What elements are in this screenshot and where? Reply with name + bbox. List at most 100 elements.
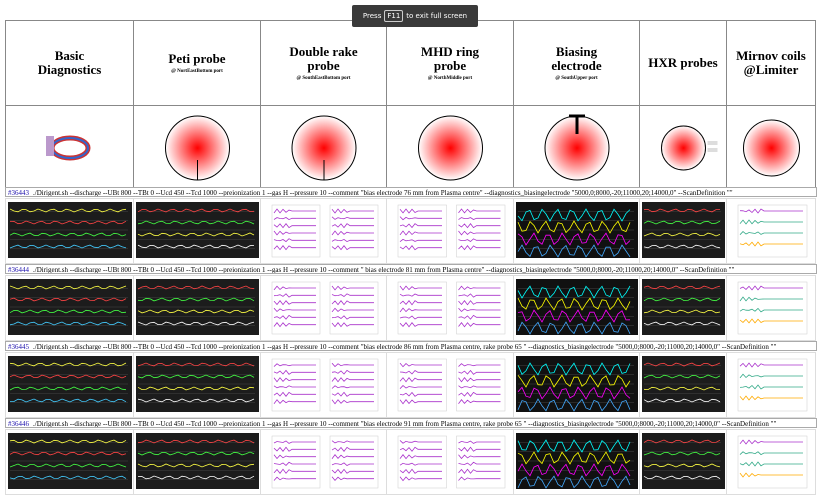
- shot-command: #36446 ./Dirigent.sh --discharge --UBt 80…: [5, 418, 817, 428]
- notice-key: F11: [384, 10, 404, 22]
- header-title: Peti probe: [168, 51, 226, 66]
- fullscreen-notice: Press F11 to exit full screen: [352, 5, 478, 27]
- thumbnail: [642, 356, 725, 412]
- thumbnail-cell: [386, 429, 514, 495]
- thumbnail-cell: [386, 198, 514, 264]
- diagram-cell: [639, 105, 727, 188]
- shot-command: #36445 ./Dirigent.sh --discharge --UBt 80…: [5, 341, 817, 351]
- thumbnail: [737, 204, 808, 258]
- thumbnail-cell: [726, 198, 816, 264]
- thumbnail: [397, 204, 506, 258]
- command-text: ./Dirigent.sh --discharge --UBt 800 --TB…: [33, 420, 777, 428]
- thumbnail-cell: [5, 275, 134, 341]
- thumbnail-cell: [133, 275, 261, 341]
- diagram: [544, 114, 610, 181]
- header-port: @ NortEastBottom port: [171, 69, 223, 74]
- thumbnail: [397, 435, 506, 489]
- diagram-cell: [726, 105, 816, 188]
- diagram: [46, 135, 91, 161]
- header-cell: Biasing electrode @ SouthUpper port: [513, 20, 640, 106]
- thumbnail: [516, 356, 638, 412]
- thumbnail: [136, 202, 259, 258]
- thumbnail-cell: [133, 198, 261, 264]
- thumbnail: [642, 279, 725, 335]
- shot-link[interactable]: #36444: [8, 266, 29, 274]
- thumbnail: [136, 433, 259, 489]
- command-text: ./Dirigent.sh --discharge --UBt 800 --TB…: [33, 266, 735, 274]
- thumbnail: [397, 281, 506, 335]
- thumbnail: [642, 433, 725, 489]
- thumbnail-cell: [513, 275, 640, 341]
- thumbnail: [136, 279, 259, 335]
- notice-suffix: to exit full screen: [406, 12, 468, 20]
- thumbnail: [271, 358, 379, 412]
- header-title: HXR probes: [648, 55, 718, 70]
- diagram-cell: [133, 105, 261, 188]
- thumbnail: [8, 202, 132, 258]
- thumbnail-cell: [726, 275, 816, 341]
- header-cell: Mirnov coils @Limiter: [726, 20, 816, 106]
- diagram: [291, 115, 357, 181]
- diagram-cell: [386, 105, 514, 188]
- header-cell: Peti probe @ NortEastBottom port: [133, 20, 261, 106]
- thumbnail-cell: [639, 352, 727, 418]
- thumbnail: [271, 281, 379, 335]
- thumbnail-cell: [133, 352, 261, 418]
- header-cell: Basic Diagnostics: [5, 20, 134, 106]
- thumbnail: [737, 358, 808, 412]
- thumbnail: [516, 202, 638, 258]
- thumbnail-cell: [639, 198, 727, 264]
- thumbnail-cell: [639, 275, 727, 341]
- thumbnail-cell: [513, 198, 640, 264]
- thumbnail-cell: [386, 352, 514, 418]
- thumbnail: [642, 202, 725, 258]
- header-cell: MHD ring probe @ NorthMiddle port: [386, 20, 514, 106]
- thumbnail-cell: [639, 429, 727, 495]
- header-cell: HXR probes: [639, 20, 727, 106]
- diagram: [165, 115, 230, 181]
- thumbnail-cell: [726, 352, 816, 418]
- thumbnail: [136, 356, 259, 412]
- thumbnail-cell: [5, 198, 134, 264]
- thumbnail: [8, 433, 132, 489]
- thumbnail-cell: [513, 429, 640, 495]
- thumbnail: [737, 281, 808, 335]
- notice-prefix: Press: [362, 12, 382, 20]
- header-title: Double rake probe: [289, 44, 358, 73]
- thumbnail: [516, 433, 638, 489]
- thumbnail: [516, 279, 638, 335]
- thumbnail: [397, 358, 506, 412]
- thumbnail-cell: [133, 429, 261, 495]
- thumbnail: [271, 435, 379, 489]
- diagram-cell: [5, 105, 134, 188]
- header-cell: Double rake probe @ SouthEastBottom port: [260, 20, 387, 106]
- thumbnail-cell: [513, 352, 640, 418]
- header-title: Mirnov coils @Limiter: [736, 48, 806, 77]
- diagram-cell: [513, 105, 640, 188]
- shot-command: #36443 ./Dirigent.sh --discharge --UBt 80…: [5, 187, 817, 197]
- thumbnail-cell: [386, 275, 514, 341]
- thumbnail-cell: [260, 429, 387, 495]
- thumbnail-cell: [260, 352, 387, 418]
- diagram: [418, 115, 483, 181]
- diagram-cell: [260, 105, 387, 188]
- header-port: @ NorthMiddle port: [427, 76, 473, 81]
- thumbnail-cell: [260, 198, 387, 264]
- header-title: Basic Diagnostics: [37, 48, 102, 77]
- thumbnail-cell: [5, 352, 134, 418]
- shot-link[interactable]: #36443: [8, 189, 29, 197]
- thumbnail-cell: [5, 429, 134, 495]
- header-title: MHD ring probe: [420, 44, 480, 73]
- thumbnail: [271, 204, 379, 258]
- header-port: @ SouthUpper port: [555, 76, 598, 81]
- command-text: ./Dirigent.sh --discharge --UBt 800 --TB…: [33, 189, 733, 197]
- shot-link[interactable]: #36445: [8, 343, 29, 351]
- diagram: [661, 125, 718, 171]
- thumbnail-cell: [260, 275, 387, 341]
- thumbnail: [737, 435, 808, 489]
- diagram: [743, 119, 800, 177]
- page: Press F11 to exit full screen Basic Diag…: [5, 5, 817, 495]
- thumbnail: [8, 279, 132, 335]
- shot-link[interactable]: #36446: [8, 420, 29, 428]
- command-text: ./Dirigent.sh --discharge --UBt 800 --TB…: [33, 343, 777, 351]
